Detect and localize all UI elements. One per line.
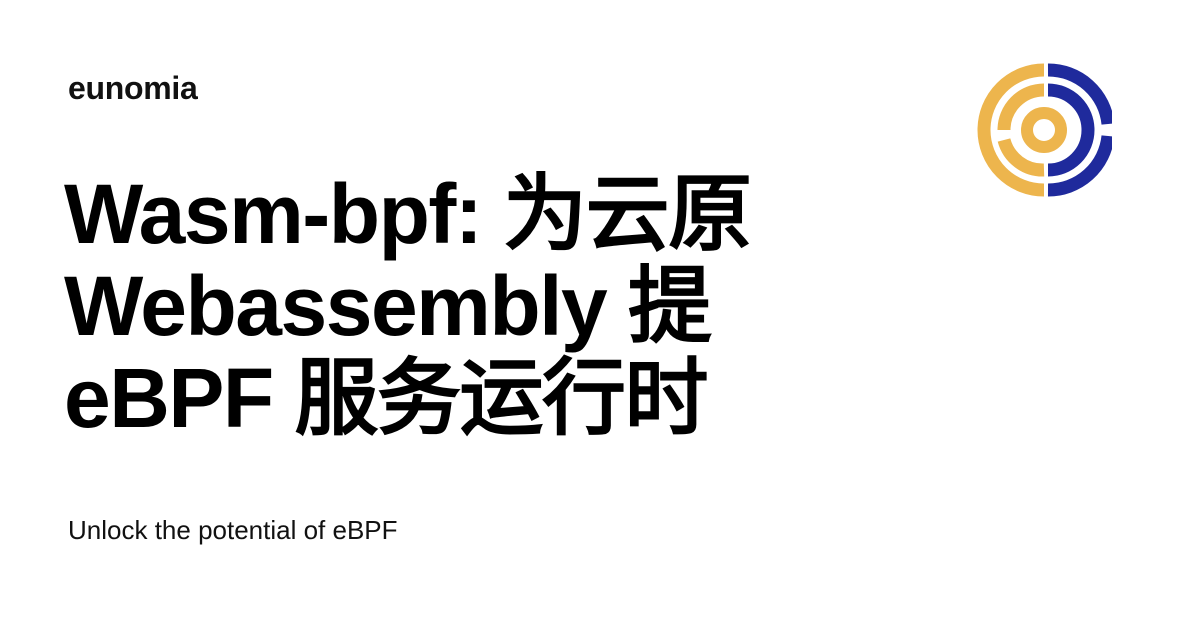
logo-arc-left-middle-lower: [997, 138, 1045, 177]
site-name: eunomia: [68, 70, 198, 106]
logo-arc-left-middle: [997, 83, 1045, 131]
logo-arc-right-outer: [1047, 63, 1115, 125]
eunomia-logo-icon: [976, 62, 1115, 198]
logo-arc-left-outer: [977, 63, 1045, 197]
logo-arc-right-outer-lower: [1047, 135, 1115, 197]
logo-arc-right-middle: [1047, 83, 1095, 177]
logo-center-ring: [1021, 107, 1067, 153]
post-title: Wasm-bpf: 为云原 Webassembly 提 eBPF 服务运行时: [64, 167, 752, 445]
post-description: Unlock the potential of eBPF: [68, 515, 398, 545]
